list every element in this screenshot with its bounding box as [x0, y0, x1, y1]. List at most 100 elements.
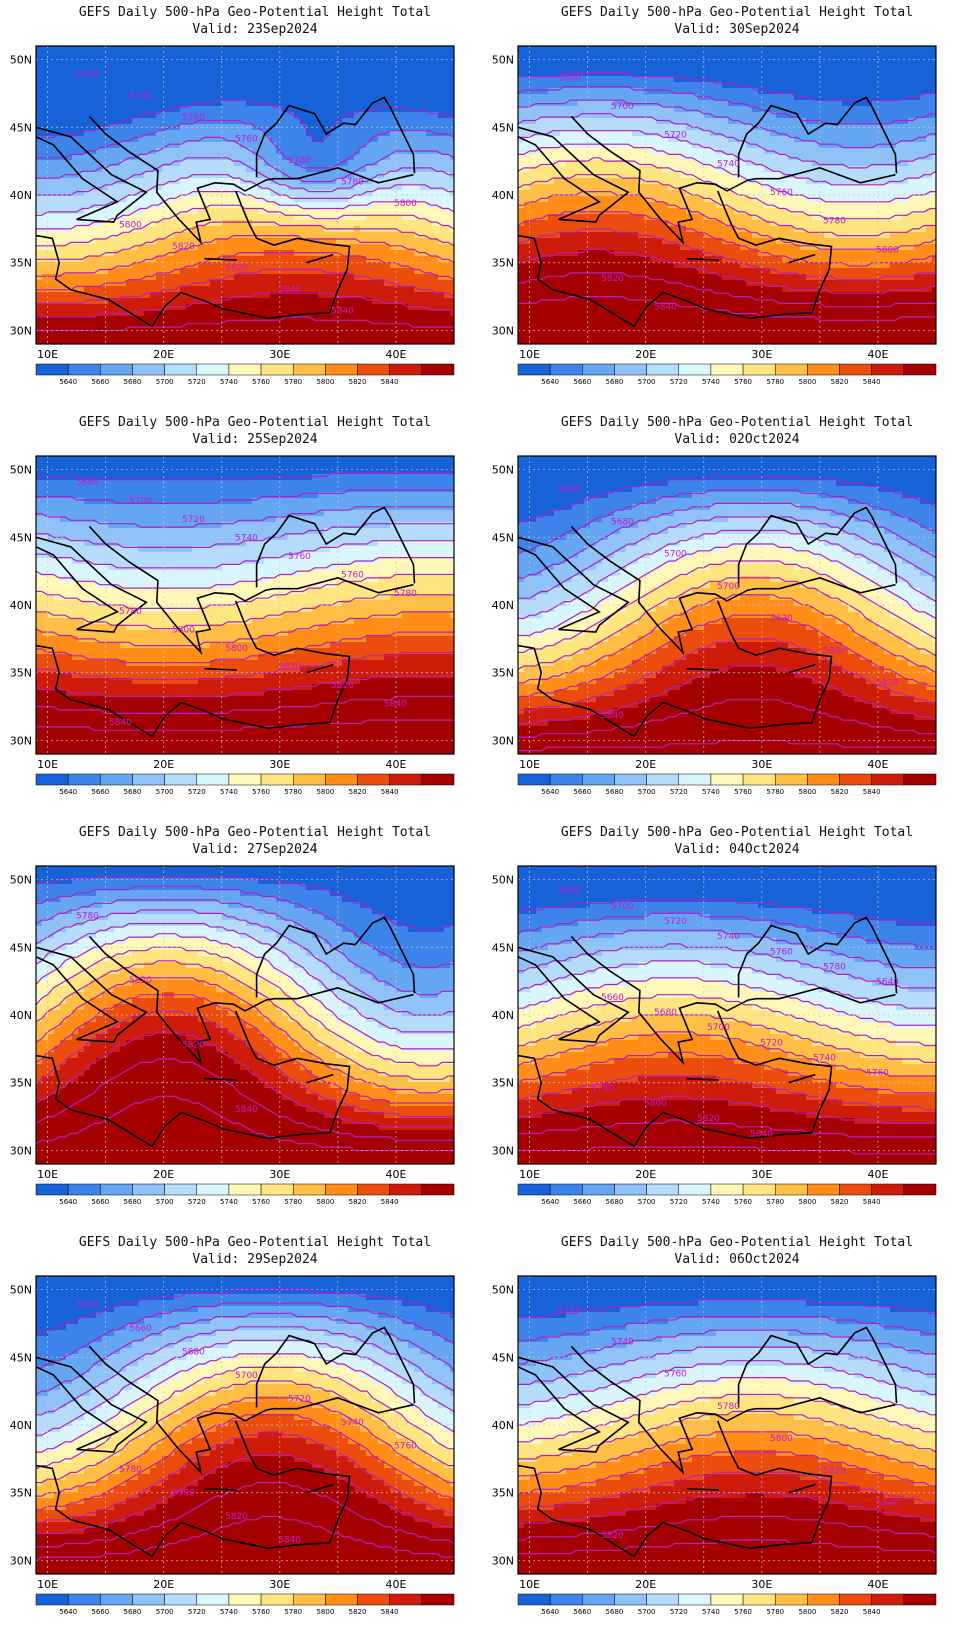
field-cell [132, 322, 139, 329]
field-cell [432, 262, 439, 269]
field-cell [408, 136, 415, 143]
field-cell [620, 106, 627, 113]
field-cell [426, 100, 433, 107]
field-cell [204, 310, 211, 317]
field-cell [824, 112, 831, 119]
field-cell [348, 196, 355, 203]
field-cell [776, 148, 783, 155]
field-cell [96, 64, 103, 71]
field-cell [90, 334, 97, 341]
field-cell [578, 112, 585, 119]
field-cell [234, 100, 241, 107]
field-cell [848, 64, 855, 71]
field-cell [818, 106, 825, 113]
field-cell [740, 130, 747, 137]
field-cell [348, 172, 355, 179]
field-cell [138, 322, 145, 329]
field-cell [878, 142, 885, 149]
field-cell [108, 64, 115, 71]
field-cell [300, 244, 307, 251]
field-cell [282, 328, 289, 335]
field-cell [432, 268, 439, 275]
field-cell [698, 118, 705, 125]
field-cell [138, 328, 145, 335]
field-cell [656, 160, 663, 167]
field-cell [438, 166, 445, 173]
field-cell [378, 280, 385, 287]
field-cell [204, 142, 211, 149]
field-cell [584, 64, 591, 71]
field-cell [366, 124, 373, 131]
field-cell [662, 136, 669, 143]
field-cell [258, 226, 265, 233]
field-cell [752, 154, 759, 161]
field-cell [396, 82, 403, 89]
field-cell [728, 124, 735, 131]
field-cell [426, 274, 433, 281]
field-cell [192, 268, 199, 275]
field-cell [746, 160, 753, 167]
field-cell [66, 118, 73, 125]
field-cell [372, 184, 379, 191]
field-cell [408, 70, 415, 77]
field-cell [366, 64, 373, 71]
field-cell [438, 268, 445, 275]
field-cell [662, 106, 669, 113]
field-cell [330, 70, 337, 77]
field-cell [288, 286, 295, 293]
field-cell [240, 304, 247, 311]
field-cell [932, 100, 936, 107]
field-cell [78, 190, 85, 197]
field-cell [150, 136, 157, 143]
field-cell [728, 46, 735, 53]
field-cell [72, 316, 79, 323]
field-cell [294, 82, 301, 89]
field-cell [824, 82, 831, 89]
field-cell [138, 268, 145, 275]
field-cell [926, 46, 933, 53]
field-cell [432, 46, 439, 53]
field-cell [438, 184, 445, 191]
field-cell [896, 52, 903, 59]
field-cell [366, 160, 373, 167]
field-cell [258, 214, 265, 221]
field-cell [66, 64, 73, 71]
field-cell [438, 178, 445, 185]
lon-tick-label: 40E [385, 348, 406, 361]
field-cell [102, 238, 109, 245]
field-cell [114, 292, 121, 299]
field-cell [836, 76, 843, 83]
field-cell [444, 88, 451, 95]
field-cell [54, 190, 61, 197]
field-cell [794, 154, 801, 161]
field-cell [228, 292, 235, 299]
field-cell [890, 154, 897, 161]
field-cell [444, 154, 451, 161]
field-cell [620, 100, 627, 107]
field-cell [192, 328, 199, 335]
field-cell [288, 130, 295, 137]
field-cell [180, 64, 187, 71]
field-cell [276, 280, 283, 287]
field-cell [818, 82, 825, 89]
field-cell [78, 70, 85, 77]
field-cell [740, 64, 747, 71]
field-cell [782, 94, 789, 101]
field-cell [132, 118, 139, 125]
field-cell [42, 310, 49, 317]
field-cell [108, 118, 115, 125]
field-cell [138, 232, 145, 239]
field-cell [114, 244, 121, 251]
field-cell [704, 154, 711, 161]
field-cell [42, 136, 49, 143]
field-cell [36, 124, 43, 131]
field-cell [590, 82, 597, 89]
field-cell [884, 46, 891, 53]
field-cell [294, 244, 301, 251]
field-cell [60, 280, 67, 287]
field-cell [542, 136, 549, 143]
field-cell [102, 100, 109, 107]
field-cell [542, 58, 549, 65]
field-cell [432, 334, 439, 341]
field-cell [330, 184, 337, 191]
